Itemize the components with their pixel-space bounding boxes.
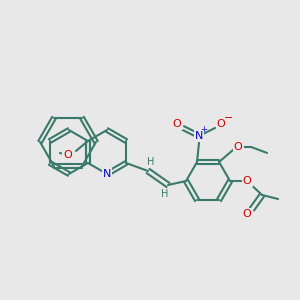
Text: O: O — [64, 150, 72, 160]
Text: H: H — [147, 157, 155, 167]
Text: +: + — [201, 125, 208, 134]
Text: O: O — [217, 119, 225, 129]
Text: H: H — [161, 189, 169, 199]
Text: O: O — [234, 142, 242, 152]
Text: N: N — [195, 131, 203, 141]
Text: −: − — [224, 113, 233, 123]
Text: O: O — [243, 176, 251, 186]
Text: O: O — [243, 209, 251, 219]
Text: N: N — [103, 169, 111, 179]
Text: O: O — [173, 119, 182, 129]
